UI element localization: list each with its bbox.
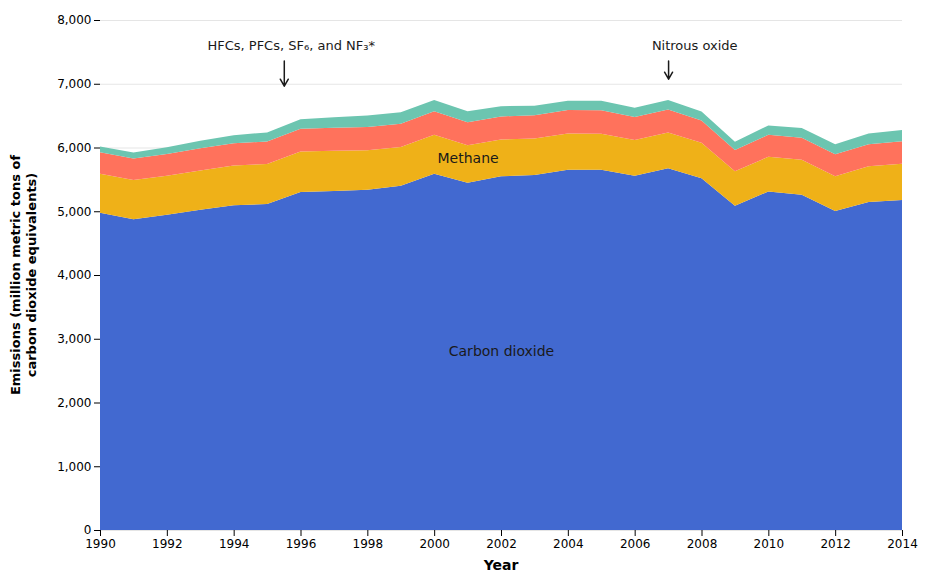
svg-text:4,000: 4,000 (57, 268, 91, 282)
svg-text:7,000: 7,000 (57, 77, 91, 91)
svg-text:2,000: 2,000 (57, 396, 91, 410)
svg-text:Nitrous oxide: Nitrous oxide (652, 38, 738, 53)
svg-text:Year: Year (483, 557, 519, 573)
svg-text:Methane: Methane (438, 150, 499, 166)
svg-text:3,000: 3,000 (57, 332, 91, 346)
svg-text:5,000: 5,000 (57, 205, 91, 219)
svg-text:2008: 2008 (687, 537, 718, 551)
svg-text:0: 0 (84, 523, 92, 537)
svg-text:1996: 1996 (286, 537, 317, 551)
svg-text:1992: 1992 (152, 537, 183, 551)
svg-text:2014: 2014 (887, 537, 918, 551)
svg-text:2006: 2006 (620, 537, 651, 551)
svg-text:8,000: 8,000 (57, 13, 91, 27)
svg-text:2000: 2000 (419, 537, 450, 551)
svg-text:Carbon dioxide: Carbon dioxide (449, 343, 554, 359)
svg-text:2012: 2012 (820, 537, 851, 551)
svg-text:2010: 2010 (754, 537, 785, 551)
svg-text:1,000: 1,000 (57, 460, 91, 474)
svg-text:1990: 1990 (85, 537, 116, 551)
svg-text:6,000: 6,000 (57, 141, 91, 155)
svg-text:1994: 1994 (219, 537, 250, 551)
svg-text:2002: 2002 (486, 537, 517, 551)
svg-text:Emissions (million metric tons: Emissions (million metric tons ofcarbon … (8, 155, 39, 396)
svg-text:1998: 1998 (353, 537, 384, 551)
svg-text:2004: 2004 (553, 537, 584, 551)
svg-text:HFCs, PFCs, SF₆, and NF₃*: HFCs, PFCs, SF₆, and NF₃* (207, 38, 375, 53)
